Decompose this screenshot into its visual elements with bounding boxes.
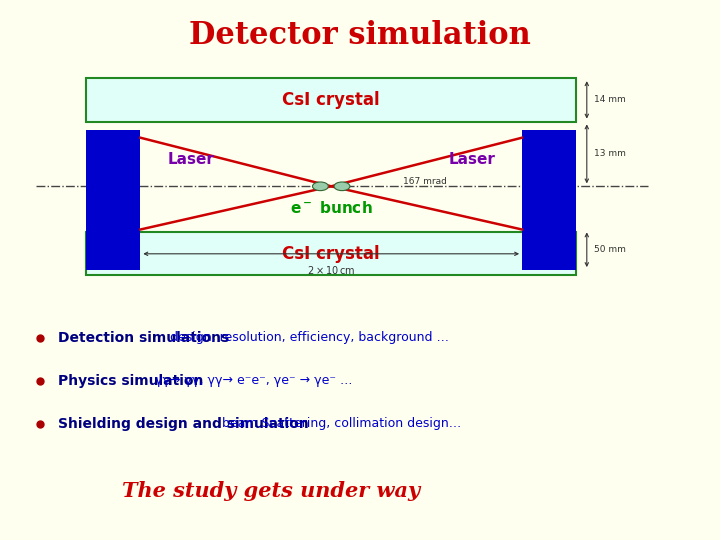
Text: 50 mm: 50 mm — [594, 245, 626, 254]
Text: Detector simulation: Detector simulation — [189, 19, 531, 51]
Text: $2\times10\,\mathrm{cm}$: $2\times10\,\mathrm{cm}$ — [307, 264, 355, 276]
Text: beam Scattering, collimation design…: beam Scattering, collimation design… — [222, 417, 461, 430]
Text: Laser: Laser — [448, 152, 495, 167]
Ellipse shape — [334, 182, 350, 191]
Text: 167 mrad: 167 mrad — [403, 178, 447, 186]
Text: Detection simulations: Detection simulations — [58, 330, 238, 345]
Text: CsI crystal: CsI crystal — [282, 91, 380, 109]
Ellipse shape — [312, 182, 328, 191]
Bar — [86, 78, 576, 122]
Text: 13 mm: 13 mm — [594, 150, 626, 158]
Bar — [86, 130, 140, 270]
Text: design, resolution, efficiency, background …: design, resolution, efficiency, backgrou… — [170, 331, 449, 344]
Text: Physics simulation: Physics simulation — [58, 374, 212, 388]
Text: CsI crystal: CsI crystal — [282, 245, 380, 263]
Bar — [522, 130, 576, 270]
Text: γγ→ γγ, γγ→ e⁻e⁻, γe⁻ → γe⁻ …: γγ→ γγ, γγ→ e⁻e⁻, γe⁻ → γe⁻ … — [155, 374, 352, 387]
Text: The study gets under way: The study gets under way — [122, 481, 420, 502]
Bar — [86, 232, 576, 275]
Text: Laser: Laser — [167, 152, 215, 167]
Text: Shielding design and simulation: Shielding design and simulation — [58, 417, 318, 431]
Text: $\mathbf{e^-}$ bunch: $\mathbf{e^-}$ bunch — [290, 200, 372, 216]
Text: 14 mm: 14 mm — [594, 96, 626, 104]
